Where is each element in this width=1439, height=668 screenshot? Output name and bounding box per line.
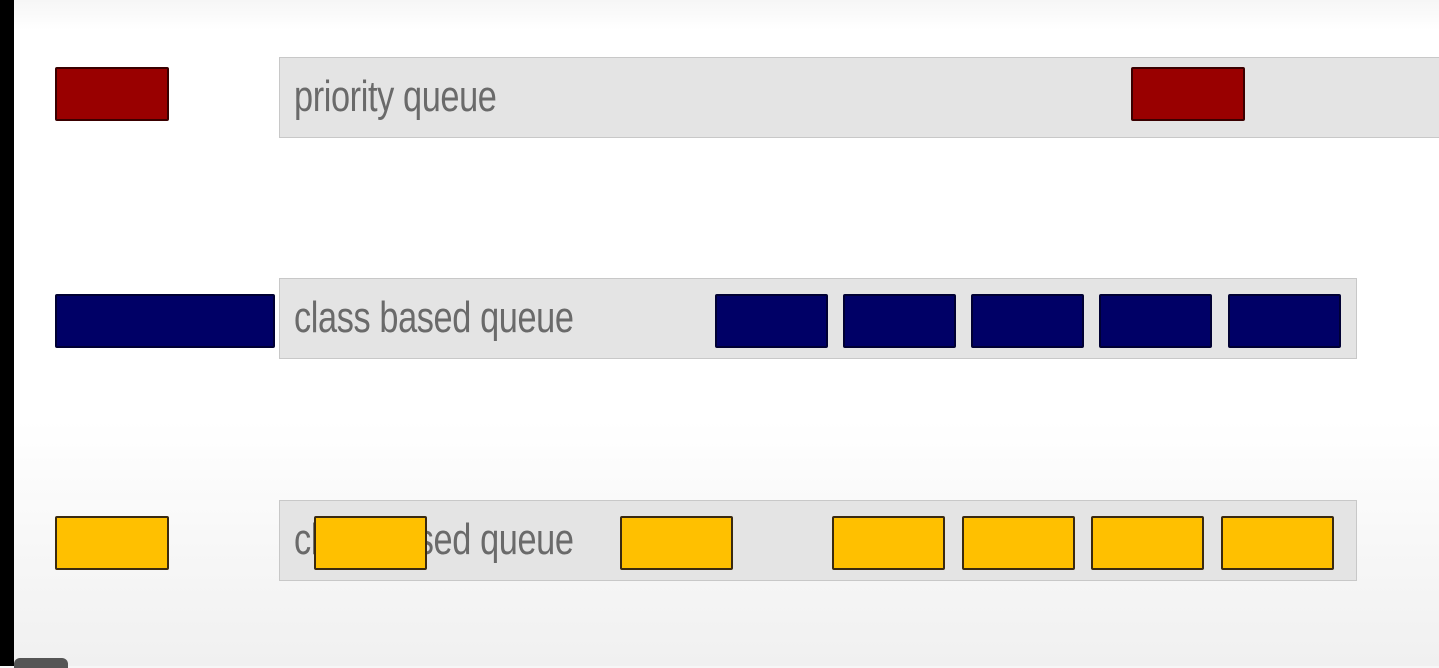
queue-label: class based queue	[294, 293, 574, 342]
queued-packet-red	[1131, 67, 1245, 121]
queued-packet-blue	[715, 294, 828, 348]
queue-label: priority queue	[294, 72, 497, 121]
queued-packet-yellow	[1091, 516, 1204, 570]
incoming-packet-red	[55, 67, 169, 121]
video-frame-edge	[0, 0, 14, 666]
queued-packet-yellow	[832, 516, 945, 570]
queued-packet-blue	[971, 294, 1084, 348]
incoming-packet-yellow	[55, 516, 169, 570]
queued-packet-blue	[1099, 294, 1212, 348]
queued-packet-yellow	[620, 516, 733, 570]
priority-queue: priority queue	[279, 57, 1439, 138]
player-control-tab[interactable]	[14, 658, 68, 668]
queued-packet-blue	[1228, 294, 1341, 348]
queued-packet-blue	[843, 294, 956, 348]
queued-packet-yellow	[314, 516, 427, 570]
queued-packet-yellow	[962, 516, 1075, 570]
incoming-packet-blue	[55, 294, 275, 348]
queued-packet-yellow	[1221, 516, 1334, 570]
